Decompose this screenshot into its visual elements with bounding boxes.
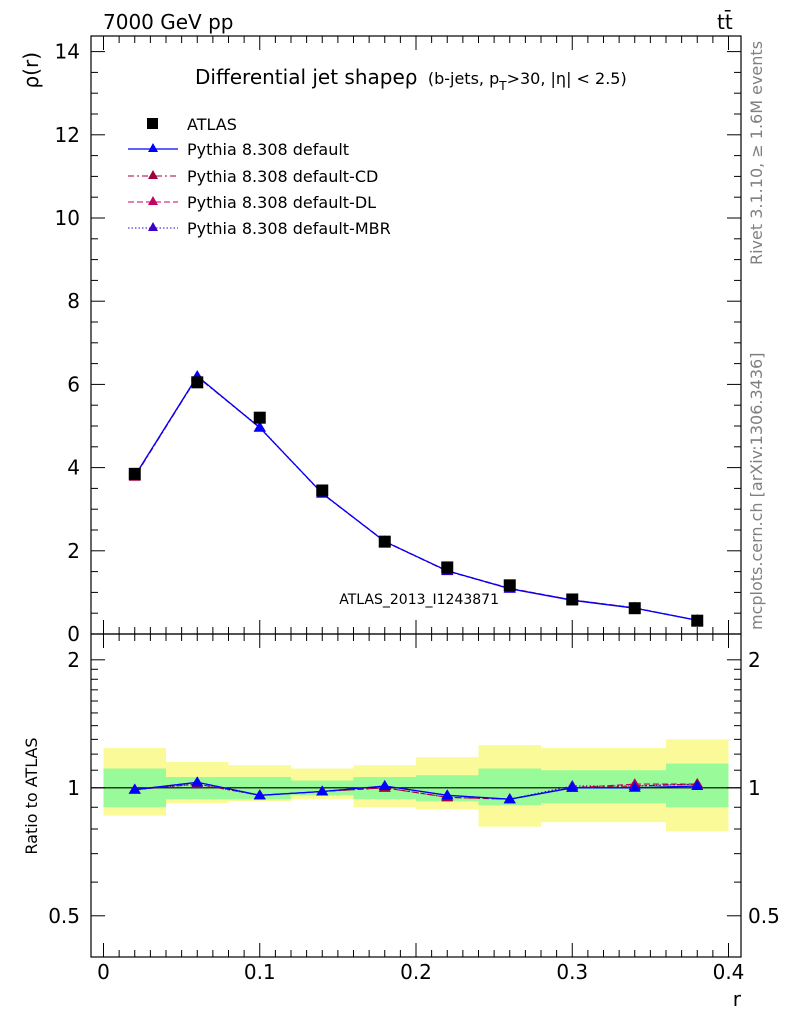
ratio-series-default-marker bbox=[191, 776, 204, 787]
ratio-series-default-marker bbox=[441, 789, 454, 800]
legend: ATLAS Pythia 8.308 default Pythia 8.308 … bbox=[128, 115, 391, 238]
ratio-panel: 0 0.1 0.2 0.3 0.4 0.5 0.5 1 1 2 2 Ratio to ATLAS r bbox=[22, 633, 780, 1011]
main-y-tick-label: 14 bbox=[55, 40, 80, 64]
chart-title: Differential jet shapeρ (b-jets, pT>30, … bbox=[195, 65, 627, 93]
main-series-atlas-point bbox=[441, 561, 454, 574]
main-series-atlas-point bbox=[191, 376, 204, 389]
header-process-label: tt̄ bbox=[717, 9, 733, 34]
ratio-y-tick-label: 0.5 bbox=[48, 904, 80, 928]
legend-label-atlas: ATLAS bbox=[187, 115, 237, 134]
rivet-version-label: Rivet 3.1.10, ≥ 1.6M events bbox=[747, 41, 766, 265]
ratio-series-default-cd-line bbox=[134, 783, 698, 800]
main-y-tick-label: 2 bbox=[67, 539, 80, 563]
legend-item-default-dl: Pythia 8.308 default-DL bbox=[128, 193, 376, 212]
main-series-atlas-point bbox=[628, 602, 641, 615]
ratio-series-default-marker bbox=[566, 781, 579, 792]
ratio-y-tick-label-right: 1 bbox=[748, 776, 761, 800]
ratio-series-default-marker bbox=[503, 793, 516, 804]
legend-item-default-cd: Pythia 8.308 default-CD bbox=[128, 167, 378, 186]
legend-marker-default bbox=[148, 143, 158, 152]
main-series-default-cd-line bbox=[134, 376, 698, 621]
main-axis-ticks: 0 2 4 6 8 10 12 14 bbox=[55, 36, 741, 646]
legend-label-default-cd: Pythia 8.308 default-CD bbox=[187, 167, 378, 186]
analysis-watermark: ATLAS_2013_I1243871 bbox=[339, 592, 499, 608]
legend-label-default: Pythia 8.308 default bbox=[187, 140, 349, 159]
main-series-atlas-point bbox=[316, 484, 329, 497]
main-y-tick-label: 4 bbox=[67, 456, 80, 480]
main-panel: 0 2 4 6 8 10 12 14 ρ(r) Differential jet shapeρ… bbox=[19, 35, 742, 646]
ratio-series-default-marker bbox=[628, 781, 641, 792]
main-series-atlas-point bbox=[503, 579, 516, 592]
ratio-series-default-marker bbox=[378, 779, 391, 790]
main-y-tick-label: 8 bbox=[67, 289, 80, 313]
main-series-atlas-point bbox=[566, 593, 579, 606]
mcplots-label: mcplots.cern.ch [arXiv:1306.3436] bbox=[747, 353, 766, 630]
legend-marker-default-mbr bbox=[148, 222, 158, 231]
ratio-y-tick-label-right: 0.5 bbox=[748, 904, 780, 928]
legend-label-default-mbr: Pythia 8.308 default-MBR bbox=[187, 219, 391, 238]
main-series-default-marker bbox=[253, 421, 266, 432]
main-y-tick-label: 12 bbox=[55, 123, 80, 147]
main-y-tick-label: 0 bbox=[67, 622, 80, 646]
main-y-axis-label: ρ(r) bbox=[19, 52, 43, 89]
legend-item-default: Pythia 8.308 default bbox=[128, 140, 349, 159]
main-series-default-dl-line bbox=[134, 375, 698, 621]
legend-marker-atlas bbox=[147, 118, 158, 129]
legend-marker-default-cd bbox=[148, 170, 158, 179]
legend-marker-default-dl bbox=[148, 196, 158, 205]
main-y-tick-label: 6 bbox=[67, 372, 80, 396]
ratio-series-layer bbox=[128, 776, 704, 804]
ratio-series-default-marker bbox=[253, 789, 266, 800]
main-series-atlas-point bbox=[253, 411, 266, 424]
ratio-series-default-marker bbox=[316, 785, 329, 796]
x-tick-label: 0 bbox=[97, 960, 110, 984]
main-series-atlas-point bbox=[378, 535, 391, 548]
ratio-y-tick-label: 2 bbox=[67, 648, 80, 672]
ratio-frame bbox=[90, 633, 742, 958]
ratio-y-axis-label: Ratio to ATLAS bbox=[22, 737, 41, 854]
x-tick-label: 0.1 bbox=[244, 960, 276, 984]
x-axis-label: r bbox=[733, 987, 742, 1011]
ratio-series-default-marker bbox=[128, 783, 141, 794]
main-series-layer bbox=[128, 370, 704, 627]
ratio-series-default-line bbox=[134, 781, 698, 800]
legend-label-default-dl: Pythia 8.308 default-DL bbox=[187, 193, 376, 212]
x-tick-label: 0.2 bbox=[400, 960, 432, 984]
ratio-axis-ticks: 0 0.1 0.2 0.3 0.4 0.5 0.5 1 1 2 2 bbox=[48, 634, 780, 984]
x-tick-label: 0.4 bbox=[713, 960, 745, 984]
main-y-tick-label: 10 bbox=[55, 206, 80, 230]
main-series-default-line bbox=[134, 375, 698, 621]
main-series-atlas-point bbox=[128, 467, 141, 480]
ratio-y-tick-label: 1 bbox=[67, 776, 80, 800]
legend-item-atlas: ATLAS bbox=[147, 115, 237, 134]
main-series-default-mbr-line bbox=[134, 375, 698, 621]
ratio-y-tick-label-right: 2 bbox=[748, 648, 761, 672]
header-energy-label: 7000 GeV pp bbox=[103, 10, 234, 34]
ratio-series-default-marker bbox=[691, 779, 704, 790]
x-tick-label: 0.3 bbox=[556, 960, 588, 984]
legend-item-default-mbr: Pythia 8.308 default-MBR bbox=[128, 219, 391, 238]
main-series-atlas-point bbox=[691, 614, 704, 627]
